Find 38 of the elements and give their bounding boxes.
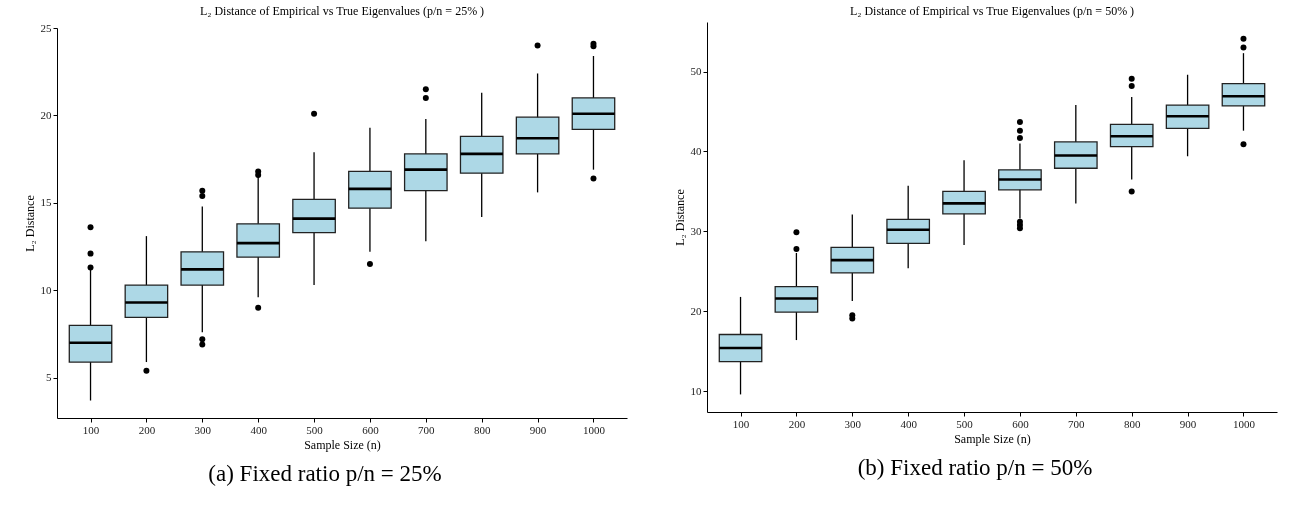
x-axis-title: Sample Size (n) xyxy=(954,431,1031,446)
x-axis-title: Sample Size (n) xyxy=(304,437,381,452)
x-tick-label: 100 xyxy=(82,423,100,436)
x-tick-label: 1000 xyxy=(582,423,606,436)
x-tick-label: 900 xyxy=(529,423,547,436)
x-tick-label: 400 xyxy=(250,423,268,436)
x-tick-label: 400 xyxy=(900,417,918,430)
y-tick-label: 25 xyxy=(40,21,52,34)
y-tick-label: 20 xyxy=(690,304,702,317)
chart-title: L₂ Distance of Empirical vs True Eigenvalues (p/n = 50% ) xyxy=(849,4,1135,18)
chart-title: L₂ Distance of Empirical vs True Eigenvalues (p/n = 25% ) xyxy=(199,4,485,18)
y-axis-title: L₂ Distance xyxy=(672,189,687,246)
x-tick-label: 700 xyxy=(418,423,436,436)
y-tick-label: 20 xyxy=(40,108,52,121)
x-tick-label: 800 xyxy=(473,423,491,436)
text: (a) Fixed ratio p/n = 25% xyxy=(208,461,442,487)
y-tick-label: 5 xyxy=(46,371,52,384)
x-tick-label: 900 xyxy=(1179,417,1197,430)
x-tick-label: 800 xyxy=(1123,417,1141,430)
x-tick-label: 500 xyxy=(306,423,324,436)
y-tick-label: 10 xyxy=(40,283,52,296)
x-tick-label: 500 xyxy=(956,417,974,430)
y-axis-title: L₂ Distance xyxy=(22,195,37,252)
y-tick-label: 15 xyxy=(40,196,52,209)
x-tick-label: 200 xyxy=(788,417,806,430)
y-tick-label: 50 xyxy=(690,65,702,78)
x-tick-label: 300 xyxy=(194,423,212,436)
x-tick-label: 1000 xyxy=(1232,417,1256,430)
x-tick-label: 300 xyxy=(844,417,862,430)
x-tick-label: 200 xyxy=(138,423,156,436)
x-tick-label: 100 xyxy=(732,417,750,430)
x-tick-label: 600 xyxy=(362,423,380,436)
x-tick-label: 700 xyxy=(1068,417,1086,430)
y-tick-label: 10 xyxy=(690,384,702,397)
text: (b) Fixed ratio p/n = 50% xyxy=(857,455,1093,481)
x-tick-label: 600 xyxy=(1012,417,1030,430)
y-tick-label: 30 xyxy=(690,224,702,237)
y-tick-label: 40 xyxy=(690,144,702,157)
